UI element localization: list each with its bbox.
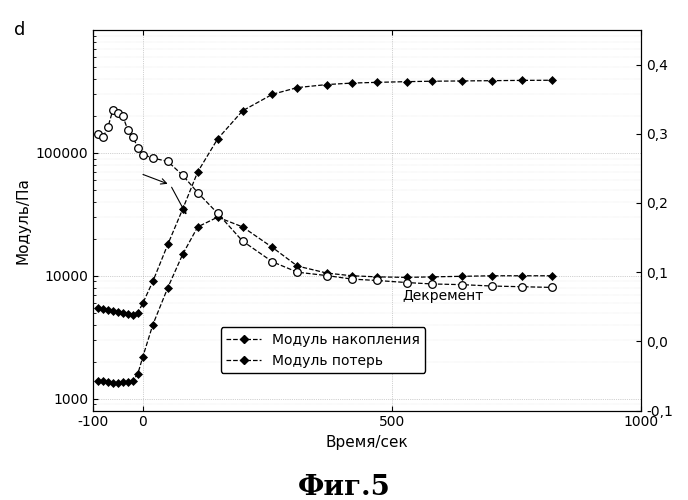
Декремент xyxy=(109,106,117,112)
Модуль накопления xyxy=(488,78,496,84)
Декремент xyxy=(239,238,247,244)
Декремент xyxy=(114,110,122,116)
Line: Модуль потерь: Модуль потерь xyxy=(95,214,555,386)
Модуль потерь xyxy=(114,380,122,386)
Модуль потерь xyxy=(124,380,132,386)
Модуль потерь xyxy=(293,263,301,269)
Декремент xyxy=(428,281,436,287)
Декремент xyxy=(193,190,202,196)
Text: Фиг.5: Фиг.5 xyxy=(298,474,390,500)
Text: d: d xyxy=(14,21,25,39)
Декремент xyxy=(293,269,301,275)
Модуль потерь xyxy=(193,224,202,230)
Модуль потерь xyxy=(94,378,102,384)
Декремент xyxy=(99,134,107,140)
Декремент xyxy=(124,128,132,134)
Модуль накопления xyxy=(119,310,127,316)
Модуль потерь xyxy=(149,322,157,328)
Модуль накопления xyxy=(129,312,137,318)
Модуль накопления xyxy=(114,308,122,314)
Модуль накопления xyxy=(403,78,411,84)
Модуль накопления xyxy=(124,311,132,317)
Декремент xyxy=(164,158,172,164)
Модуль накопления xyxy=(517,78,526,84)
Модуль потерь xyxy=(129,378,137,384)
Legend: Модуль накопления, Модуль потерь: Модуль накопления, Модуль потерь xyxy=(221,327,425,373)
Модуль накопления xyxy=(293,84,301,90)
Модуль накопления xyxy=(109,308,117,314)
Декремент xyxy=(458,282,466,288)
Модуль накопления xyxy=(179,206,187,212)
Модуль потерь xyxy=(428,274,436,280)
Модуль накопления xyxy=(323,82,332,87)
Модуль накопления xyxy=(133,310,142,316)
Модуль накопления xyxy=(139,300,147,306)
Модуль потерь xyxy=(119,379,127,385)
X-axis label: Время/сек: Время/сек xyxy=(326,435,409,450)
Декремент xyxy=(323,272,332,278)
Декремент xyxy=(268,259,277,265)
Декремент xyxy=(517,284,526,290)
Line: Модуль накопления: Модуль накопления xyxy=(95,77,555,318)
Модуль потерь xyxy=(548,273,556,279)
Модуль накопления xyxy=(373,80,381,86)
Text: Декремент: Декремент xyxy=(402,290,483,304)
Модуль потерь xyxy=(517,273,526,279)
Модуль потерь xyxy=(133,370,142,376)
Модуль потерь xyxy=(373,274,381,280)
Декремент xyxy=(548,284,556,290)
Модуль потерь xyxy=(488,273,496,279)
Декремент xyxy=(139,152,147,158)
Декремент xyxy=(488,283,496,289)
Декремент xyxy=(94,131,102,137)
Модуль потерь xyxy=(213,214,222,220)
Декремент xyxy=(179,172,187,178)
Модуль потерь xyxy=(458,274,466,280)
Декремент xyxy=(373,278,381,283)
Декремент xyxy=(348,276,356,282)
Декремент xyxy=(403,280,411,285)
Y-axis label: Модуль/Па: Модуль/Па xyxy=(15,177,30,264)
Модуль накопления xyxy=(213,136,222,142)
Модуль потерь xyxy=(99,378,107,384)
Модуль накопления xyxy=(149,278,157,284)
Модуль потерь xyxy=(164,284,172,290)
Модуль накопления xyxy=(104,306,112,312)
Декремент xyxy=(119,114,127,119)
Модуль потерь xyxy=(109,380,117,386)
Модуль потерь xyxy=(179,251,187,257)
Модуль накопления xyxy=(94,304,102,310)
Модуль накопления xyxy=(99,306,107,312)
Модуль потерь xyxy=(139,354,147,360)
Модуль накопления xyxy=(348,80,356,86)
Модуль потерь xyxy=(268,244,277,250)
Модуль накопления xyxy=(458,78,466,84)
Декремент xyxy=(129,134,137,140)
Модуль накопления xyxy=(268,92,277,98)
Line: Декремент: Декремент xyxy=(94,106,555,291)
Модуль накопления xyxy=(193,169,202,175)
Модуль потерь xyxy=(403,274,411,280)
Модуль потерь xyxy=(239,224,247,230)
Декремент xyxy=(104,124,112,130)
Декремент xyxy=(213,210,222,216)
Модуль накопления xyxy=(239,108,247,114)
Модуль потерь xyxy=(323,270,332,276)
Декремент xyxy=(149,155,157,161)
Модуль потерь xyxy=(104,380,112,386)
Модуль накопления xyxy=(428,78,436,84)
Модуль накопления xyxy=(548,78,556,84)
Модуль накопления xyxy=(164,242,172,248)
Модуль потерь xyxy=(348,273,356,279)
Декремент xyxy=(133,144,142,150)
